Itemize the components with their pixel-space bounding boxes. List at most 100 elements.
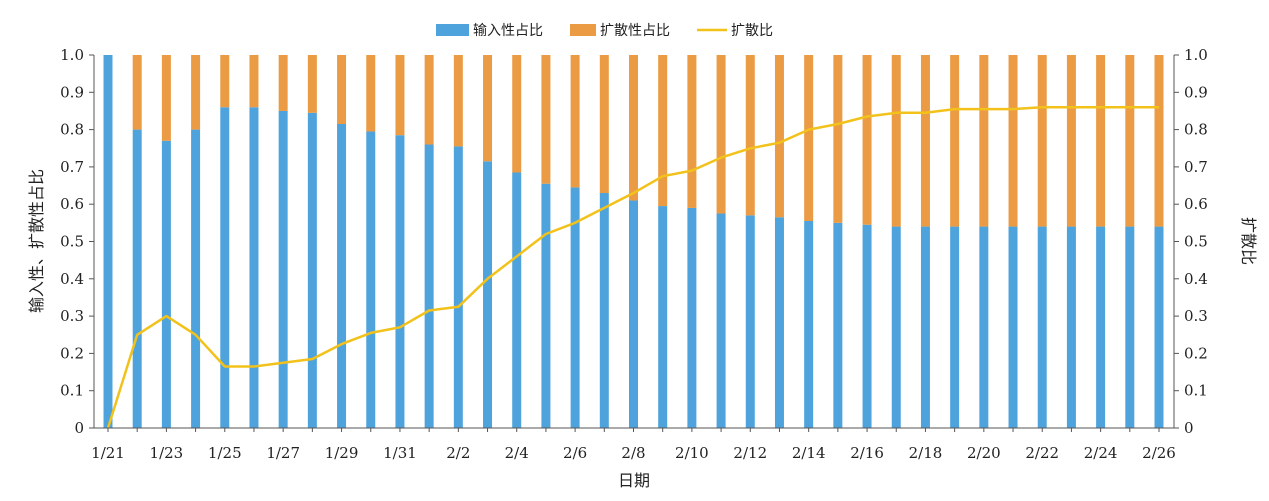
bar-diffuse-2/1: [424, 55, 434, 145]
x-tick-label: 2/24: [1084, 444, 1118, 462]
line-point-2/21: [1012, 108, 1014, 110]
bar-import-2/13: [774, 217, 784, 428]
x-tick-label: 2/12: [733, 444, 767, 462]
y-tick-label-left: 0.3: [60, 307, 84, 325]
x-tick-label: 1/25: [208, 444, 242, 462]
y-tick-label-right: 0.3: [1184, 307, 1208, 325]
bar-import-2/22: [1037, 226, 1047, 428]
x-tick-label: 2/4: [505, 444, 529, 462]
bar-import-2/12: [745, 215, 755, 428]
line-point-2/22: [1041, 106, 1043, 108]
x-axis-title: 日期: [618, 471, 650, 490]
line-point-1/27: [282, 362, 284, 364]
y-tick-label-right: 0: [1184, 419, 1194, 437]
bar-diffuse-2/2: [453, 55, 463, 147]
x-tick-label: 1/23: [150, 444, 184, 462]
line-point-2/5: [545, 233, 547, 235]
bar-diffuse-2/22: [1037, 55, 1047, 227]
x-tick-label: 1/31: [383, 444, 417, 462]
x-tick-label: 2/2: [446, 444, 470, 462]
line-point-2/25: [1129, 106, 1131, 108]
bar-diffuse-1/28: [307, 55, 317, 113]
bar-import-2/1: [424, 144, 434, 428]
bar-diffuse-2/11: [716, 55, 726, 214]
legend-label: 扩散性占比: [600, 23, 670, 39]
line-point-2/14: [808, 129, 810, 131]
legend-swatch: [436, 24, 469, 36]
line-point-2/20: [983, 108, 985, 110]
bar-import-1/28: [307, 112, 317, 428]
bar-import-2/21: [1008, 226, 1018, 428]
x-tick-label: 2/8: [621, 444, 645, 462]
bar-diffuse-2/24: [1096, 55, 1106, 227]
y-tick-label-left: 0.6: [60, 195, 84, 213]
legend-label: 扩散比: [731, 23, 773, 39]
y-tick-label-left: 0.5: [60, 233, 84, 251]
line-point-1/30: [370, 332, 372, 334]
line-point-2/7: [603, 207, 605, 209]
line-point-2/2: [457, 306, 459, 308]
y-tick-label-right: 0.6: [1184, 195, 1208, 213]
bar-diffuse-1/31: [395, 55, 405, 136]
bar-diffuse-2/15: [833, 55, 843, 223]
bar-import-1/27: [278, 110, 288, 428]
line-point-2/15: [837, 123, 839, 125]
line-point-2/1: [428, 310, 430, 312]
x-tick-label: 2/6: [563, 444, 587, 462]
legend-swatch: [570, 24, 596, 36]
bar-import-2/17: [891, 226, 901, 428]
bar-diffuse-1/30: [366, 55, 376, 132]
x-tick-label: 2/22: [1025, 444, 1059, 462]
bar-diffuse-2/26: [1154, 55, 1164, 227]
bar-diffuse-1/22: [132, 55, 142, 130]
x-tick-label: 2/16: [850, 444, 884, 462]
bar-import-2/15: [833, 222, 843, 428]
bar-diffuse-2/13: [774, 55, 784, 218]
line-point-2/3: [487, 278, 489, 280]
bar-diffuse-2/4: [512, 55, 522, 173]
bar-diffuse-2/8: [629, 55, 638, 201]
line-point-2/9: [662, 175, 664, 177]
bar-import-2/7: [599, 193, 609, 428]
y-tick-label-right: 0.9: [1184, 83, 1208, 101]
bar-import-1/24: [191, 129, 201, 428]
y-tick-label-right: 1.0: [1184, 46, 1208, 64]
line-point-2/12: [749, 147, 751, 149]
y-tick-label-left: 0.7: [60, 158, 84, 176]
line-point-2/16: [866, 116, 868, 118]
line-point-1/23: [165, 315, 167, 317]
line-point-2/10: [691, 170, 693, 172]
line-point-2/23: [1070, 106, 1072, 108]
bar-import-1/22: [132, 129, 142, 428]
bar-import-2/10: [687, 207, 697, 428]
bar-diffuse-2/5: [541, 55, 551, 184]
bar-diffuse-1/26: [249, 55, 259, 108]
line-point-1/28: [311, 358, 313, 360]
x-tick-label: 1/21: [91, 444, 125, 462]
line-point-2/13: [778, 142, 780, 144]
line-series-group: [106, 105, 1160, 429]
y-tick-label-right: 0.5: [1184, 233, 1208, 251]
bar-diffuse-2/23: [1066, 55, 1076, 227]
bar-diffuse-2/17: [891, 55, 901, 227]
y-tick-label-right: 0.7: [1184, 158, 1208, 176]
y-tick-label-left: 1.0: [60, 46, 84, 64]
bar-diffuse-2/7: [599, 55, 609, 194]
bar-import-1/29: [337, 124, 347, 428]
x-tick-label: 2/26: [1142, 444, 1176, 462]
y-tick-label-left: 0: [74, 419, 84, 437]
bar-import-1/25: [220, 107, 230, 428]
bar-import-2/19: [950, 226, 960, 428]
bar-diffuse-1/29: [337, 55, 347, 125]
line-point-1/22: [136, 334, 138, 336]
line-point-1/25: [224, 365, 226, 367]
line-point-2/26: [1158, 106, 1160, 108]
line-point-1/31: [399, 326, 401, 328]
legend: 输入性占比 扩散性占比 扩散比: [436, 23, 773, 39]
y-tick-label-right: 0.2: [1184, 344, 1208, 362]
y-tick-label-left: 0.9: [60, 83, 84, 101]
bar-import-2/14: [804, 220, 814, 428]
bar-diffuse-2/20: [979, 55, 989, 227]
bar-import-1/26: [249, 107, 259, 428]
bar-import-2/24: [1096, 226, 1106, 428]
